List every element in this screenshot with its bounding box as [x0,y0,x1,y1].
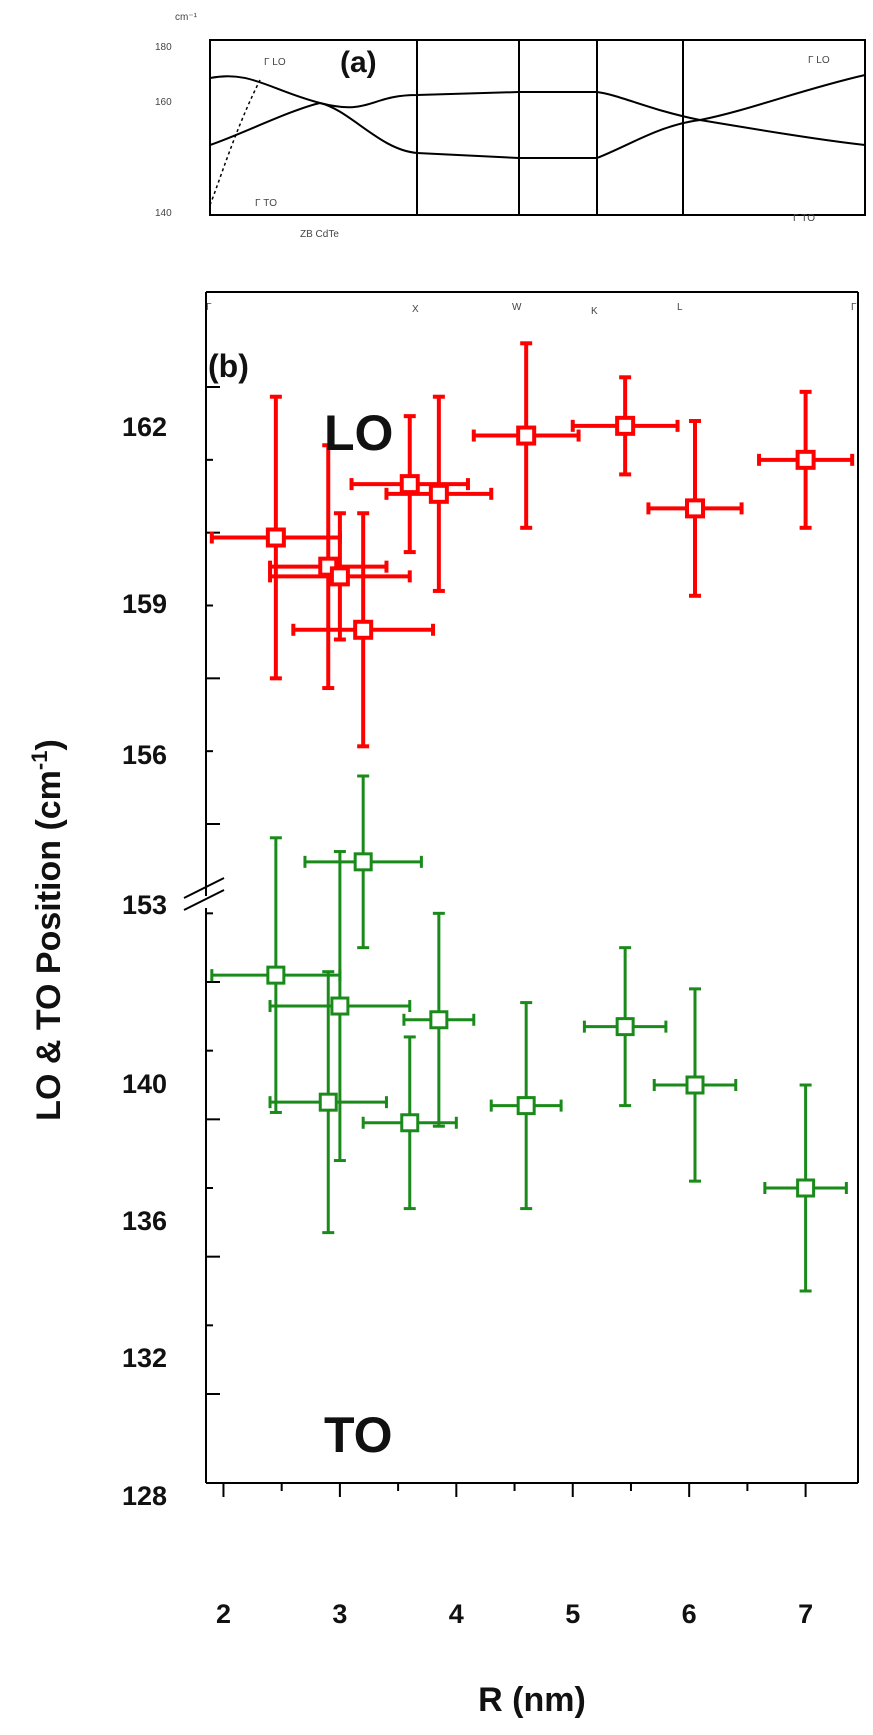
lo-data-point [353,619,374,640]
to-data-point [685,1075,705,1095]
x-tick-label: 3 [332,1599,347,1629]
panel-b: Γ X W K L Γ 162 159 156 153 140 136 132 … [27,291,859,1719]
to-region-label: TO [324,1407,393,1463]
y-tick-label: 159 [122,589,167,619]
x-axis-label: R (nm) [478,1681,586,1719]
to-data-point [615,1017,635,1037]
panel-a-gamma-to-right: Γ TO [793,213,815,224]
panel-a-yticks: 180 160 140 [155,42,172,219]
series-lo [209,341,855,749]
panel-a-ytick-label: 160 [155,97,172,108]
panel-a-label: (a) [340,46,377,79]
panel-b-kpoint-labels: Γ X W K L Γ [206,302,857,317]
x-tick-labels: 2 3 4 5 6 7 [216,1599,813,1629]
to-data-point [400,1113,420,1133]
to-data-point [516,1096,536,1116]
panel-a-gamma-to-left: Γ TO [255,198,277,209]
x-tick-label: 4 [449,1599,464,1629]
lo-data-point [795,449,816,470]
to-data-point [330,996,350,1016]
kpoint-label: Γ [851,302,857,313]
kpoint-label: K [591,306,598,317]
y-tick-label: 136 [122,1206,167,1236]
y-tick-label: 156 [122,740,167,770]
kpoint-label: X [412,304,419,315]
to-data-point [266,965,286,985]
y-tick-label: 162 [122,412,167,442]
x-tick-label: 7 [798,1599,813,1629]
kpoint-label: L [677,302,683,313]
y-tick-label: 132 [122,1343,167,1373]
lo-data-point [685,498,705,519]
y-axis-break-mark-2 [183,877,225,899]
panel-a-lo-dispersion [209,74,866,122]
to-data-point [353,852,373,872]
lo-data-point [265,527,286,548]
to-data-point [429,1010,449,1030]
lo-data-point [329,566,350,587]
y-axis-label: LO & TO Position (cm-1) [27,739,68,1121]
panel-a-ytick-label: 140 [155,208,172,219]
lo-data-point [428,483,449,504]
panel-b-label: (b) [208,348,249,384]
panel-a-ytick-label: 180 [155,42,172,53]
panel-a-to-dispersion [209,101,866,159]
y-tick-labels: 162 159 156 153 140 136 132 128 [122,412,167,1511]
x-tick-label: 2 [216,1599,231,1629]
panel-a-unit: cm⁻¹ [175,12,198,23]
kpoint-label: Γ [206,302,212,313]
panel-a-gamma-lo-left: Γ LO [264,57,286,68]
y-tick-marks [206,386,220,1395]
lo-data-point [399,474,420,495]
x-tick-marks [222,1483,807,1497]
panel-a-gamma-lo-right: Γ LO [808,55,830,66]
y-tick-label: 140 [122,1069,167,1099]
lo-data-point [516,425,537,446]
series-to [210,774,848,1293]
panel-a-frame [209,39,866,216]
panel-a-material: ZB CdTe [300,229,339,240]
y-axis-label-close: ) [30,739,68,750]
panel-a: cm⁻¹ 180 160 140 (a) Γ LO Γ LO Γ TO Γ TO… [155,12,866,240]
y-axis-label-main: LO & TO Position (cm [30,770,68,1121]
y-tick-label: 153 [122,890,167,920]
x-tick-label: 6 [682,1599,697,1629]
panel-a-acoustic-dispersion [209,79,261,206]
y-tick-label: 128 [122,1481,167,1511]
to-data-point [318,1092,338,1112]
y-axis-break-mark [183,889,225,911]
to-data-point [796,1178,816,1198]
kpoint-label: W [512,302,522,313]
y-axis-label-superscript: -1 [27,751,52,771]
lo-region-label: LO [324,405,393,461]
x-tick-label: 5 [565,1599,580,1629]
lo-data-point [615,415,636,436]
